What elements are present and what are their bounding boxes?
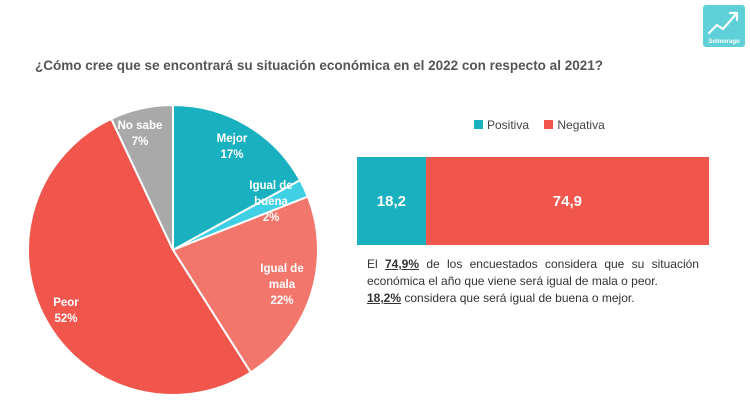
stacked-bar: 18,2 74,9 xyxy=(357,157,709,245)
highlight-negative: 74,9% xyxy=(384,257,420,271)
bar-segment-negative: 74,9 xyxy=(425,157,709,245)
bar-segment-positive: 18,2 xyxy=(357,157,426,245)
description-suffix-2: considera que será igual de buena o mejo… xyxy=(404,291,635,305)
legend-item-positive: Positiva xyxy=(474,118,529,132)
legend-label-negative: Negativa xyxy=(557,118,605,132)
pie-slice-no-sabe xyxy=(109,103,174,251)
pie-label-igual-de-buena: Igual de buena 2% xyxy=(249,180,292,224)
highlight-positive: 18,2% xyxy=(367,291,402,305)
trend-chart-icon xyxy=(707,11,739,35)
bar-legend: Positiva Negativa xyxy=(474,118,617,132)
legend-label-positive: Positiva xyxy=(487,118,530,132)
bar-label-negative: 74,9 xyxy=(552,192,582,210)
legend-swatch-positive xyxy=(474,120,483,129)
description-text: El 74,9% de los encuestados considera qu… xyxy=(367,256,699,307)
description-prefix: El xyxy=(367,257,378,271)
legend-item-negative: Negativa xyxy=(544,118,605,132)
pie-slice-igual-de-mala xyxy=(171,195,319,374)
logo-text: Solmorago xyxy=(708,39,740,45)
brand-logo: Solmorago xyxy=(703,5,745,47)
bar-label-positive: 18,2 xyxy=(376,192,406,210)
pie-label-igual-de-mala: Igual de mala 22% xyxy=(260,263,303,307)
pie-label-no-sabe: No sabe 7% xyxy=(118,120,163,148)
description-paragraph-2: 18,2% considera que será igual de buena … xyxy=(367,290,699,307)
page-title: ¿Cómo cree que se encontrará su situació… xyxy=(35,58,603,73)
legend-swatch-negative xyxy=(544,120,554,129)
description-paragraph-1: El 74,9% de los encuestados considera qu… xyxy=(367,256,699,290)
description-suffix-1: de los encuestados considera que su situ… xyxy=(367,257,699,288)
pie-label-peor: Peor 52% xyxy=(53,297,79,325)
pie-slice-peor xyxy=(27,117,253,396)
pie-slice-mejor xyxy=(172,103,302,252)
pie-label-mejor: Mejor 17% xyxy=(217,133,248,161)
